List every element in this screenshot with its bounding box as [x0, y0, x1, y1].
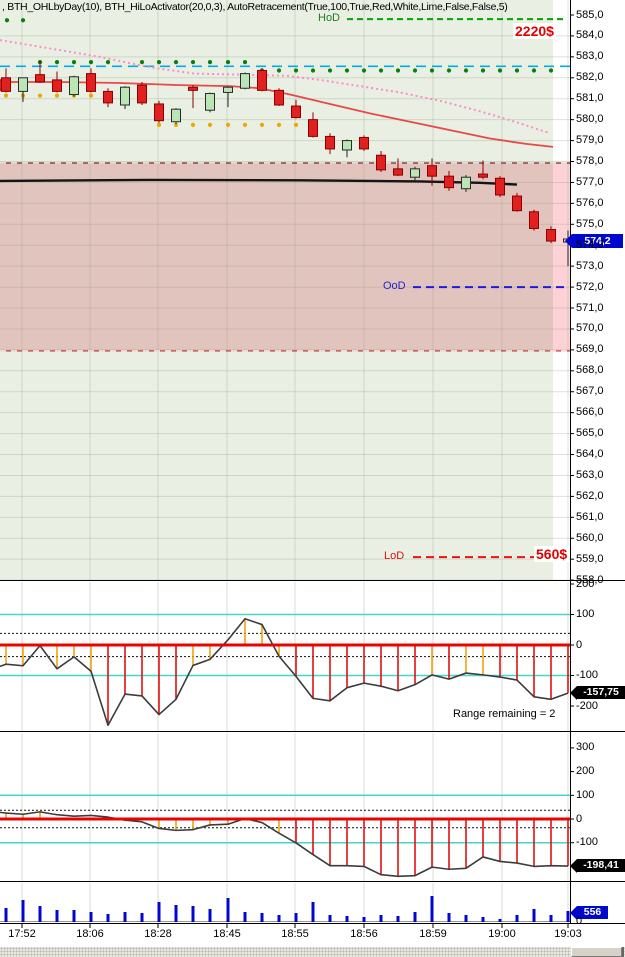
- price-tick-label: 578,0: [576, 155, 604, 167]
- oscillator-tick-label: -100: [576, 836, 599, 849]
- horizontal-scrollbar-thumb[interactable]: [571, 947, 622, 957]
- oscillator-tick-label: 0: [576, 812, 583, 825]
- oscillator2-value-badge: -198,41: [570, 858, 625, 873]
- price-tick-label: 558,0: [576, 573, 604, 586]
- price-tick-label: 568,0: [576, 364, 604, 377]
- price-tick-label: 564,0: [576, 448, 604, 461]
- oscillator-tick-label: 100: [576, 788, 595, 801]
- price-tick-label: 561,0: [576, 510, 604, 523]
- time-label: 18:06: [76, 928, 104, 940]
- price-tick-label: 571,0: [576, 301, 604, 314]
- price-tick-label: 560,0: [576, 531, 604, 544]
- oscillator-tick-label: -200: [576, 699, 599, 712]
- horizontal-scrollbar-track[interactable]: [0, 947, 625, 957]
- price-tick-label: 574,0: [576, 238, 604, 251]
- time-label: 18:59: [419, 928, 447, 940]
- oscillator-tick-label: -100: [576, 669, 599, 681]
- price-tick-label: 562,0: [576, 489, 604, 502]
- lod-target-label: 560$: [534, 546, 570, 562]
- price-tick-label: 579,0: [576, 134, 604, 147]
- oscillator-tick-label: 0: [576, 638, 583, 651]
- price-tick-label: 583,0: [576, 50, 604, 63]
- hod-target-label: 2220$: [513, 23, 556, 39]
- oscillator-tick-label: 200: [576, 765, 595, 778]
- hod-label: HoD: [318, 12, 341, 24]
- time-label: 18:55: [281, 928, 309, 940]
- range-remaining-text: Range remaining = 2: [453, 708, 556, 720]
- indicator-title: , BTH_OHLbyDay(10), BTH_HiLoActivator(20…: [2, 1, 508, 13]
- time-label: 19:00: [488, 928, 516, 940]
- price-tick-label: 573,0: [576, 259, 604, 272]
- last-price-badge: 574,2: [565, 234, 623, 248]
- oscillator1-value-badge: -157,75: [570, 685, 625, 700]
- price-tick-label: 565,0: [576, 427, 604, 440]
- time-label: 19:03: [554, 928, 582, 940]
- price-tick-label: 567,0: [576, 385, 604, 398]
- lod-label: LoD: [384, 550, 405, 562]
- ood-label: OoD: [383, 280, 406, 292]
- time-label: 18:56: [350, 928, 378, 940]
- price-tick-label: 566,0: [576, 406, 604, 419]
- scrollbar-end-cap: [622, 947, 624, 957]
- time-label: 17:52: [8, 928, 36, 940]
- oscillator-tick-label: 100: [576, 608, 595, 620]
- volume-axis-zero-label: 0: [576, 915, 583, 927]
- time-label: 18:45: [213, 928, 241, 940]
- price-tick-label: 577,0: [576, 175, 604, 188]
- price-tick-label: 582,0: [576, 71, 604, 84]
- price-tick-label: 569,0: [576, 343, 604, 356]
- price-tick-label: 572,0: [576, 280, 604, 293]
- price-tick-label: 559,0: [576, 552, 604, 565]
- price-tick-label: 575,0: [576, 217, 604, 230]
- price-tick-label: 563,0: [576, 468, 604, 481]
- oscillator-tick-label: 300: [576, 741, 595, 754]
- price-tick-label: 581,0: [576, 92, 604, 105]
- price-tick-label: 580,0: [576, 113, 604, 126]
- oscillator-tick-label: 200: [576, 577, 595, 590]
- price-tick-label: 585,0: [576, 8, 604, 21]
- time-label: 18:28: [144, 928, 172, 940]
- price-tick-label: 570,0: [576, 322, 604, 335]
- price-tick-label: 584,0: [576, 29, 604, 42]
- price-tick-label: 576,0: [576, 196, 604, 209]
- volume-value-badge: 556: [570, 905, 608, 920]
